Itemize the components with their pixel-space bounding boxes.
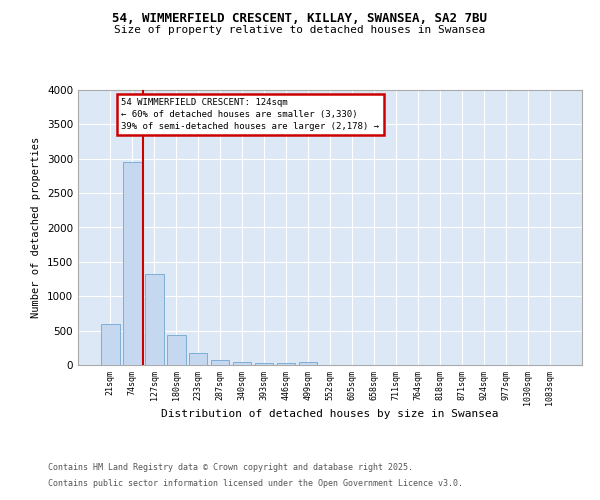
Bar (167, 336, 185, 365)
Bar (277, 364, 295, 365)
Bar (189, 354, 208, 365)
Text: Contains HM Land Registry data © Crown copyright and database right 2025.: Contains HM Land Registry data © Crown c… (48, 464, 413, 472)
X-axis label: Distribution of detached houses by size in Swansea: Distribution of detached houses by size … (161, 409, 499, 419)
Text: 54, WIMMERFIELD CRESCENT, KILLAY, SWANSEA, SA2 7BU: 54, WIMMERFIELD CRESCENT, KILLAY, SWANSE… (113, 12, 487, 26)
Bar (255, 363, 274, 365)
Bar (299, 362, 317, 365)
Text: Size of property relative to detached houses in Swansea: Size of property relative to detached ho… (115, 25, 485, 35)
Y-axis label: Number of detached properties: Number of detached properties (31, 137, 41, 318)
Bar (145, 274, 164, 365)
Bar (233, 362, 251, 365)
Bar (101, 324, 119, 365)
Bar (123, 162, 142, 365)
Text: 54 WIMMERFIELD CRESCENT: 124sqm
← 60% of detached houses are smaller (3,330)
39%: 54 WIMMERFIELD CRESCENT: 124sqm ← 60% of… (121, 98, 379, 131)
Text: Contains public sector information licensed under the Open Government Licence v3: Contains public sector information licen… (48, 478, 463, 488)
Bar (211, 360, 229, 365)
